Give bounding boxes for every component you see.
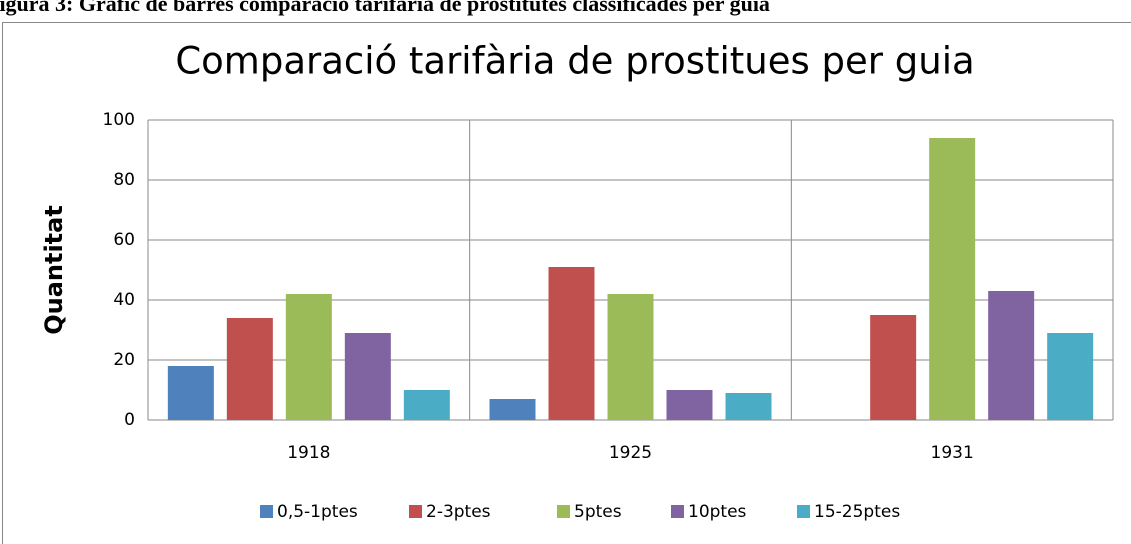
y-tick-label: 80 xyxy=(113,170,135,190)
x-tick-label: 1925 xyxy=(609,443,652,463)
bar xyxy=(988,291,1035,420)
legend-swatch xyxy=(797,505,810,518)
y-tick-label: 100 xyxy=(103,110,135,130)
chart-title: Comparació tarifària de prostitues per g… xyxy=(175,40,974,83)
y-tick-label: 0 xyxy=(124,410,135,430)
y-axis-label: Quantitat xyxy=(40,205,68,335)
bar xyxy=(548,267,595,420)
x-tick-label: 1918 xyxy=(287,443,330,463)
y-tick-label: 60 xyxy=(113,230,135,250)
caption: Figura 3: Gràfic de barres comparació ta… xyxy=(0,0,770,16)
bar xyxy=(929,138,976,420)
legend-label: 10ptes xyxy=(688,502,747,522)
bar xyxy=(666,390,713,420)
bar xyxy=(285,294,332,420)
legend-label: 15-25ptes xyxy=(814,502,900,522)
y-tick-label: 40 xyxy=(113,290,135,310)
bar xyxy=(226,318,273,420)
bar xyxy=(1047,333,1094,420)
bar xyxy=(167,366,214,420)
bar xyxy=(403,390,450,420)
bar xyxy=(344,333,391,420)
legend-swatch xyxy=(260,505,273,518)
legend-label: 5ptes xyxy=(574,502,622,522)
legend-label: 2-3ptes xyxy=(426,502,491,522)
bar xyxy=(725,393,772,420)
bar xyxy=(489,399,536,420)
y-tick-label: 20 xyxy=(113,350,135,370)
legend-swatch xyxy=(409,505,422,518)
x-tick-label: 1931 xyxy=(931,443,974,463)
bar xyxy=(870,315,917,420)
legend-swatch xyxy=(557,505,570,518)
legend-label: 0,5-1ptes xyxy=(277,502,358,522)
legend-swatch xyxy=(671,505,684,518)
bar xyxy=(607,294,654,420)
